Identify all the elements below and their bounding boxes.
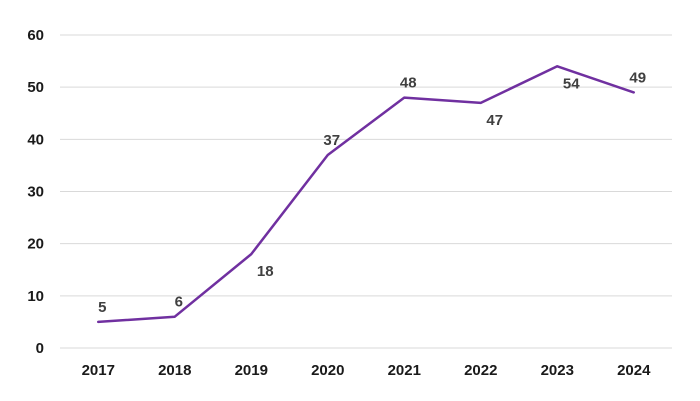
y-tick-label-40: 40 [27, 131, 44, 148]
x-tick-label-2022: 2022 [464, 362, 497, 379]
y-axis-tick-labels: 0 10 20 30 40 50 60 [27, 27, 44, 357]
y-tick-label-10: 10 [27, 288, 44, 305]
data-label-2020: 37 [323, 132, 340, 149]
x-axis-tick-labels: 2017 2018 2019 2020 2021 2022 2023 2024 [82, 362, 652, 379]
x-tick-label-2023: 2023 [541, 362, 574, 379]
x-tick-label-2021: 2021 [388, 362, 421, 379]
data-label-2017: 5 [98, 299, 106, 316]
data-label-2021: 48 [400, 75, 417, 92]
series-line-0 [97, 65, 635, 324]
data-label-2018: 6 [175, 294, 183, 311]
x-tick-label-2020: 2020 [311, 362, 344, 379]
x-tick-label-2018: 2018 [158, 362, 191, 379]
y-tick-label-30: 30 [27, 184, 44, 201]
data-labels: 5 6 18 37 48 47 54 49 [98, 69, 646, 316]
x-tick-label-2017: 2017 [82, 362, 115, 379]
data-label-2023: 54 [563, 75, 580, 92]
y-tick-label-0: 0 [36, 340, 44, 357]
y-tick-label-60: 60 [27, 27, 44, 44]
series-lines [97, 65, 635, 324]
data-label-2022: 47 [486, 112, 503, 129]
gridlines [60, 34, 672, 349]
y-tick-label-20: 20 [27, 236, 44, 253]
data-label-2019: 18 [257, 263, 274, 280]
x-tick-label-2024: 2024 [617, 362, 651, 379]
x-tick-label-2019: 2019 [235, 362, 268, 379]
data-label-2024: 49 [629, 69, 646, 86]
y-tick-label-50: 50 [27, 79, 44, 96]
